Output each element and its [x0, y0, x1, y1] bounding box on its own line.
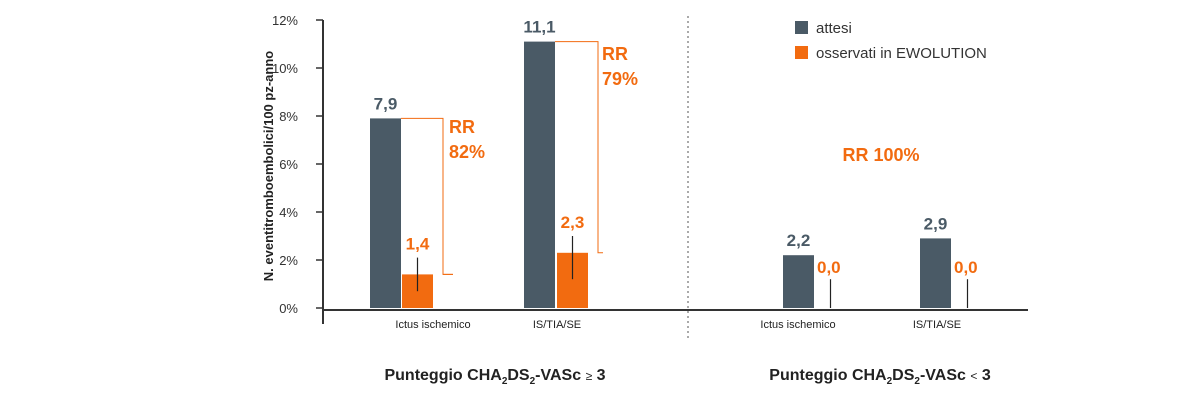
y-tick-label: 4% — [279, 205, 298, 220]
bar-expected-label: 7,9 — [374, 94, 398, 113]
rr-annotation-2-line2: 79% — [602, 69, 638, 89]
legend-label-observed: osservati in EWOLUTION — [816, 45, 987, 62]
category-label: Ictus ischemico — [395, 319, 470, 331]
category-label: IS/TIA/SE — [913, 319, 961, 331]
legend-swatch-observed — [795, 46, 808, 59]
legend-swatch-expected — [795, 21, 808, 34]
category-label: IS/TIA/SE — [533, 319, 581, 331]
y-tick-label: 0% — [279, 301, 298, 316]
bar-observed-label: 0,0 — [817, 258, 841, 277]
y-tick-label: 10% — [272, 61, 298, 76]
bar-expected-label: 11,1 — [523, 18, 555, 37]
bar-expected-label: 2,2 — [787, 231, 811, 250]
bar-observed-label: 2,3 — [561, 213, 585, 232]
rr-annotation-3: RR 100% — [842, 145, 919, 165]
bar-expected-label: 2,9 — [924, 214, 948, 233]
bar-expected — [783, 255, 814, 308]
y-ticks: 0% 2% 4% 6% 8% 10% 12% — [272, 13, 323, 316]
rr-annotation-1-line1: RR — [449, 117, 475, 137]
rr-bracket — [555, 41, 603, 254]
rr-brackets — [401, 41, 603, 275]
rr-annotation-1-line2: 82% — [449, 142, 485, 162]
bar-expected — [920, 238, 951, 308]
rr-annotation-2-line1: RR — [602, 44, 628, 64]
y-tick-label: 6% — [279, 157, 298, 172]
bar-observed-label: 1,4 — [406, 235, 430, 254]
bar-expected — [370, 118, 401, 309]
bar-expected — [524, 41, 555, 308]
bar-observed-label: 0,0 — [954, 258, 978, 277]
y-tick-label: 12% — [272, 13, 298, 28]
y-axis-label: N. eventitromboembolici/100 pz-anno — [261, 51, 276, 281]
y-tick-label: 8% — [279, 109, 298, 124]
legend-label-expected: attesi — [816, 20, 852, 37]
y-tick-label: 2% — [279, 253, 298, 268]
category-label: Ictus ischemico — [760, 319, 835, 331]
group-label-high: Punteggio CHA2DS2-VASc ≥ 3 — [384, 367, 605, 387]
bars: 7,9 1,4 11,1 2,3 2,2 0,0 2,9 0,0 Ictus ischemico… — [370, 18, 978, 331]
group-label-low: Punteggio CHA2DS2-VASc < 3 — [769, 367, 991, 387]
